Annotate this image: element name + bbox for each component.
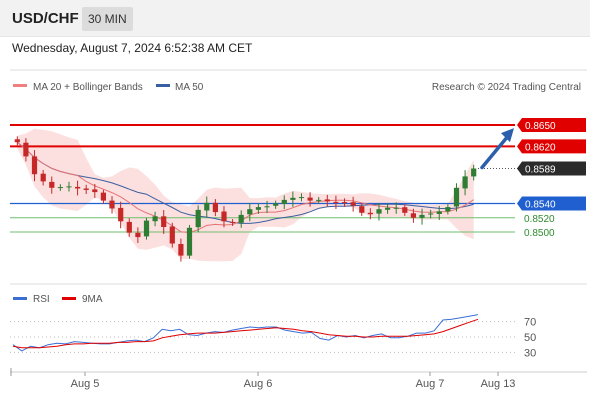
forecast-arrow-layer <box>480 128 514 170</box>
candle-body <box>419 214 425 218</box>
header-bar: USD/CHF 30 MIN <box>0 0 590 37</box>
candle-body <box>436 211 442 214</box>
legend-swatch-ma50 <box>156 84 170 87</box>
candle-body <box>290 197 296 200</box>
ma50-line <box>16 141 474 224</box>
candle-body <box>23 142 29 157</box>
candle-body <box>83 188 89 190</box>
candle-body <box>143 220 150 237</box>
legend-label-9ma: 9MA <box>82 294 103 305</box>
timeframe-tab[interactable]: 30 MIN <box>82 7 133 31</box>
candle-body <box>212 202 218 213</box>
legend-swatch-ma20 <box>13 84 27 87</box>
candle-body <box>298 197 305 199</box>
candle-body <box>281 199 287 204</box>
level-tag-0.8620: 0.8620 <box>525 142 556 153</box>
forecast-arrow-head <box>501 128 514 143</box>
legend-swatch-9ma <box>62 297 76 300</box>
symbol-title: USD/CHF <box>12 10 79 27</box>
level-tag-0.8500: 0.8500 <box>524 228 555 239</box>
candle-body <box>264 206 270 208</box>
candle-body <box>255 207 261 210</box>
candle-body <box>186 227 193 256</box>
candle-body <box>428 213 434 215</box>
candle-body <box>307 197 313 201</box>
candle-body <box>92 189 98 193</box>
candle-body <box>471 168 477 177</box>
candle-body <box>350 202 356 206</box>
candle-body <box>126 221 132 233</box>
level-tag-0.8589: 0.8589 <box>525 165 556 176</box>
rsi-tick-label-30: 30 <box>524 347 536 359</box>
candle-body <box>445 207 451 212</box>
bollinger-band-area <box>17 128 474 262</box>
bollinger-band-layer <box>17 128 474 262</box>
candle-body <box>385 207 391 210</box>
candle-body <box>66 186 72 188</box>
candle-body <box>31 156 38 175</box>
x-tick-label-aug-13: Aug 13 <box>481 378 516 390</box>
candle-body <box>238 214 244 223</box>
candle-body <box>402 207 408 213</box>
x-axis: Aug 5 Aug 6 Aug 7 Aug 13 <box>10 368 516 390</box>
candles-layer <box>14 136 477 262</box>
forecast-arrow-shaft <box>480 134 510 170</box>
level-tag-bg-0.8540 <box>517 196 586 211</box>
candle-body <box>316 199 322 201</box>
candle-body <box>273 203 279 206</box>
x-tick-label-aug-7: Aug 7 <box>416 378 445 390</box>
candle-body <box>204 202 210 211</box>
rsi-series-RSI <box>12 314 479 352</box>
candle-body <box>376 209 382 214</box>
candle-body <box>57 187 63 189</box>
level-tag-bg-0.8650 <box>517 117 586 132</box>
level-tags-layer: 0.8650 0.8620 0.8589 0.8540 0.8520 0.8500 <box>517 117 586 239</box>
candle-body <box>152 216 158 222</box>
candle-body <box>230 221 236 223</box>
candle-body <box>14 139 20 143</box>
level-tag-0.8540: 0.8540 <box>525 200 556 211</box>
legend-label-ma50: MA 50 <box>175 82 204 93</box>
legend-swatch-rsi <box>13 297 27 300</box>
rsi-tick-label-50: 50 <box>524 332 536 344</box>
candle-body <box>49 181 55 188</box>
level-tag-bg-0.8620 <box>517 139 586 154</box>
rsi-layer: 70 50 30 <box>10 314 536 359</box>
candle-body <box>359 206 365 213</box>
candle-body <box>221 211 227 222</box>
candle-body <box>100 192 106 201</box>
candle-body <box>118 207 124 222</box>
candle-body <box>393 207 399 209</box>
candle-body <box>178 244 184 256</box>
x-tick-label-aug-6: Aug 6 <box>244 378 273 390</box>
candle-body <box>324 199 330 202</box>
level-tag-0.8650: 0.8650 <box>525 121 556 132</box>
candle-body <box>169 226 175 244</box>
candle-body <box>410 213 416 218</box>
candle-body <box>135 232 141 238</box>
candle-body <box>161 216 167 227</box>
candle-body <box>453 187 460 207</box>
level-tag-bg-0.8589 <box>517 161 586 176</box>
credit-text: Research © 2024 Trading Central <box>432 82 581 93</box>
candle-body <box>341 202 348 204</box>
candle-body <box>75 186 81 189</box>
candle-body <box>367 212 373 215</box>
rsi-series-9MA <box>12 318 479 349</box>
level-tag-0.8520: 0.8520 <box>524 214 555 225</box>
candle-body <box>109 200 115 209</box>
candle-body <box>333 201 339 203</box>
legend-label-rsi: RSI <box>33 294 50 305</box>
candle-body <box>40 173 46 182</box>
legend-label-ma20: MA 20 + Bollinger Bands <box>33 82 143 93</box>
candle-body <box>195 209 201 228</box>
x-tick-label-aug-5: Aug 5 <box>71 378 100 390</box>
candle-body <box>462 176 468 189</box>
rsi-tick-label-70: 70 <box>524 317 536 329</box>
report-datetime: Wednesday, August 7, 2024 6:52:38 AM CET <box>12 41 253 55</box>
candle-body <box>247 209 253 215</box>
